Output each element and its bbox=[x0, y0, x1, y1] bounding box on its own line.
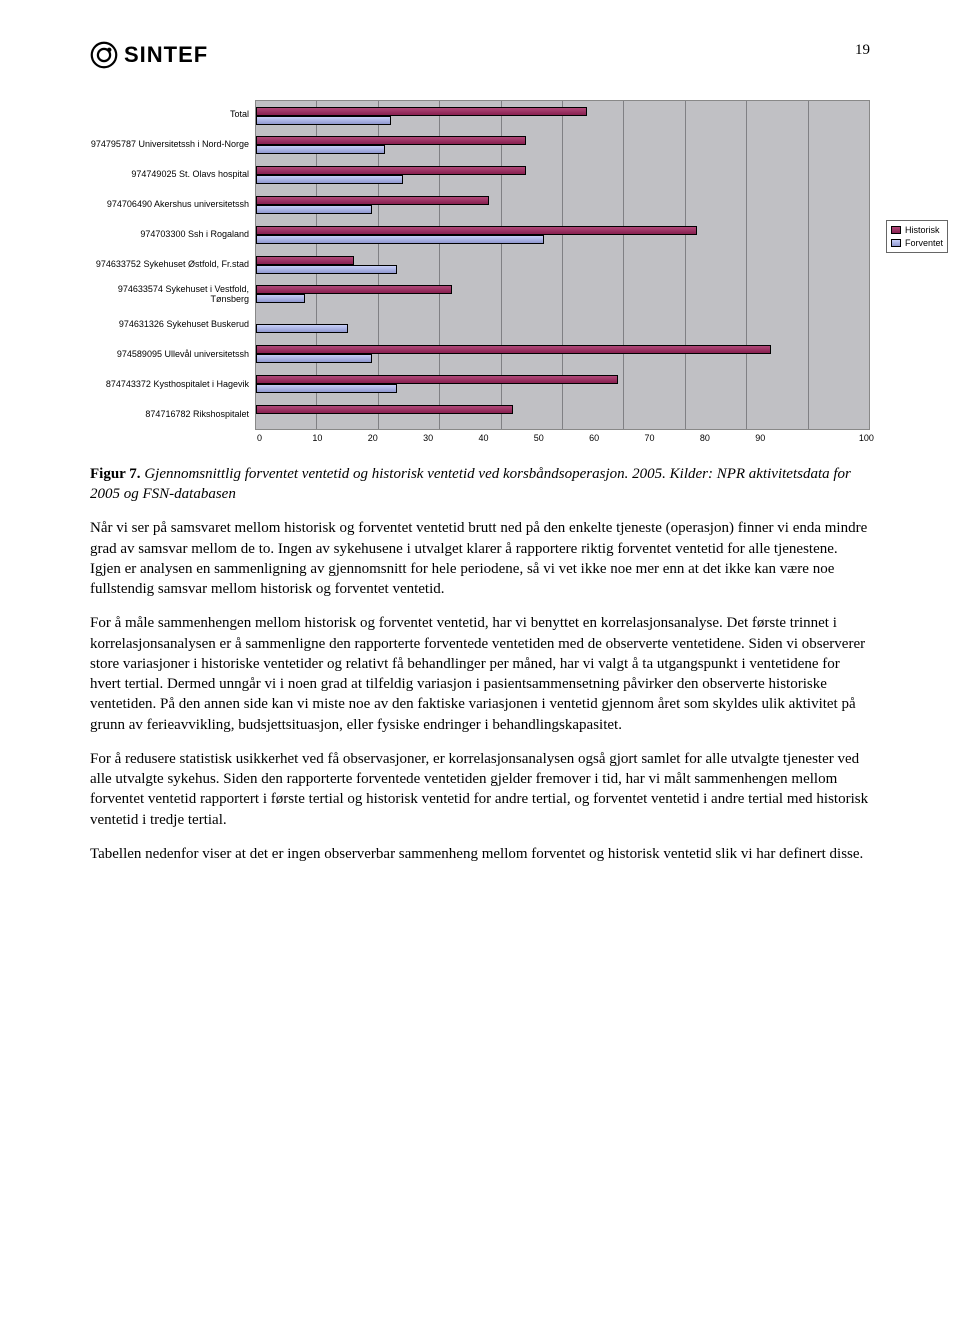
bar-row bbox=[256, 160, 869, 190]
chart-x-tick: 100 bbox=[819, 432, 874, 444]
chart-x-tick: 40 bbox=[478, 432, 533, 444]
chart-x-tick: 70 bbox=[645, 432, 700, 444]
bar-forventet bbox=[256, 294, 305, 303]
bar-historisk bbox=[256, 256, 354, 265]
chart-y-label: 974795787 Universitetssh i Nord-Norge bbox=[90, 130, 249, 160]
chart-x-tick: 0 bbox=[257, 432, 312, 444]
bar-forventet bbox=[256, 354, 372, 363]
bar-historisk bbox=[256, 345, 771, 354]
bar-forventet bbox=[256, 145, 385, 154]
bar-row bbox=[256, 339, 869, 369]
chart-y-label: 874716782 Rikshospitalet bbox=[90, 400, 249, 430]
bar-row bbox=[256, 280, 869, 310]
bar-historisk bbox=[256, 375, 618, 384]
bar-row bbox=[256, 250, 869, 280]
page-number: 19 bbox=[855, 40, 870, 60]
chart-y-label: 974631326 Sykehuset Buskerud bbox=[90, 310, 249, 340]
bar-forventet bbox=[256, 205, 372, 214]
sintef-logo: SINTEF bbox=[90, 40, 208, 70]
bar-row bbox=[256, 101, 869, 131]
legend-item-historisk: Historisk bbox=[891, 224, 943, 236]
swatch-forventet bbox=[891, 239, 901, 247]
chart-x-tick: 90 bbox=[755, 432, 810, 444]
chart-y-label: 974633752 Sykehuset Østfold, Fr.stad bbox=[90, 250, 249, 280]
bar-forventet bbox=[256, 235, 544, 244]
bar-row bbox=[256, 131, 869, 161]
chart-y-label: 974703300 Ssh i Rogaland bbox=[90, 220, 249, 250]
legend-item-forventet: Forventet bbox=[891, 237, 943, 249]
chart-y-label: 974749025 St. Olavs hospital bbox=[90, 160, 249, 190]
bar-forventet bbox=[256, 265, 397, 274]
bar-historisk bbox=[256, 226, 697, 235]
chart-x-tick: 20 bbox=[368, 432, 423, 444]
body-paragraph: For å måle sammenhengen mellom historisk… bbox=[90, 613, 870, 735]
body-paragraph: For å redusere statistisk usikkerhet ved… bbox=[90, 749, 870, 830]
legend-label-historisk: Historisk bbox=[905, 224, 940, 236]
chart-y-label: 874743372 Kysthospitalet i Hagevik bbox=[90, 370, 249, 400]
chart-y-labels: Total974795787 Universitetssh i Nord-Nor… bbox=[90, 100, 255, 430]
figure-caption: Figur 7. Gjennomsnittlig forventet vente… bbox=[90, 464, 870, 505]
chart-x-tick: 30 bbox=[423, 432, 478, 444]
bar-historisk bbox=[256, 196, 489, 205]
chart-y-label: 974589095 Ullevål universitetssh bbox=[90, 340, 249, 370]
body-paragraph: Når vi ser på samsvaret mellom historisk… bbox=[90, 518, 870, 599]
bar-forventet bbox=[256, 116, 391, 125]
bar-forventet bbox=[256, 384, 397, 393]
bar-historisk bbox=[256, 136, 526, 145]
logo-text: SINTEF bbox=[124, 40, 208, 70]
figure-title: Gjennomsnittlig forventet ventetid og hi… bbox=[90, 466, 851, 502]
chart-y-label: Total bbox=[90, 100, 249, 130]
bar-historisk bbox=[256, 405, 513, 414]
chart-x-axis: 0102030405060708090100 bbox=[261, 432, 870, 444]
bar-historisk bbox=[256, 107, 587, 116]
chart-x-tick: 80 bbox=[700, 432, 755, 444]
bar-historisk bbox=[256, 285, 452, 294]
bar-forventet bbox=[256, 324, 348, 333]
page-header: SINTEF 19 bbox=[90, 40, 870, 70]
swatch-historisk bbox=[891, 226, 901, 234]
chart-area: Total974795787 Universitetssh i Nord-Nor… bbox=[90, 100, 870, 444]
chart-x-tick: 10 bbox=[312, 432, 367, 444]
chart-plot bbox=[255, 100, 870, 430]
bar-historisk bbox=[256, 166, 526, 175]
bar-forventet bbox=[256, 175, 403, 184]
bar-row bbox=[256, 399, 869, 429]
bar-row bbox=[256, 190, 869, 220]
sintef-logo-icon bbox=[90, 41, 118, 69]
chart-y-label: 974706490 Akershus universitetssh bbox=[90, 190, 249, 220]
legend-label-forventet: Forventet bbox=[905, 237, 943, 249]
bar-row bbox=[256, 369, 869, 399]
chart-y-label: 974633574 Sykehuset i Vestfold, Tønsberg bbox=[90, 280, 249, 310]
chart-x-tick: 50 bbox=[534, 432, 589, 444]
chart-legend: Historisk Forventet bbox=[886, 220, 948, 253]
bar-row bbox=[256, 220, 869, 250]
bar-row bbox=[256, 309, 869, 339]
chart-x-tick: 60 bbox=[589, 432, 644, 444]
body-paragraph: Tabellen nedenfor viser at det er ingen … bbox=[90, 844, 870, 864]
figure-label: Figur 7. bbox=[90, 466, 141, 482]
